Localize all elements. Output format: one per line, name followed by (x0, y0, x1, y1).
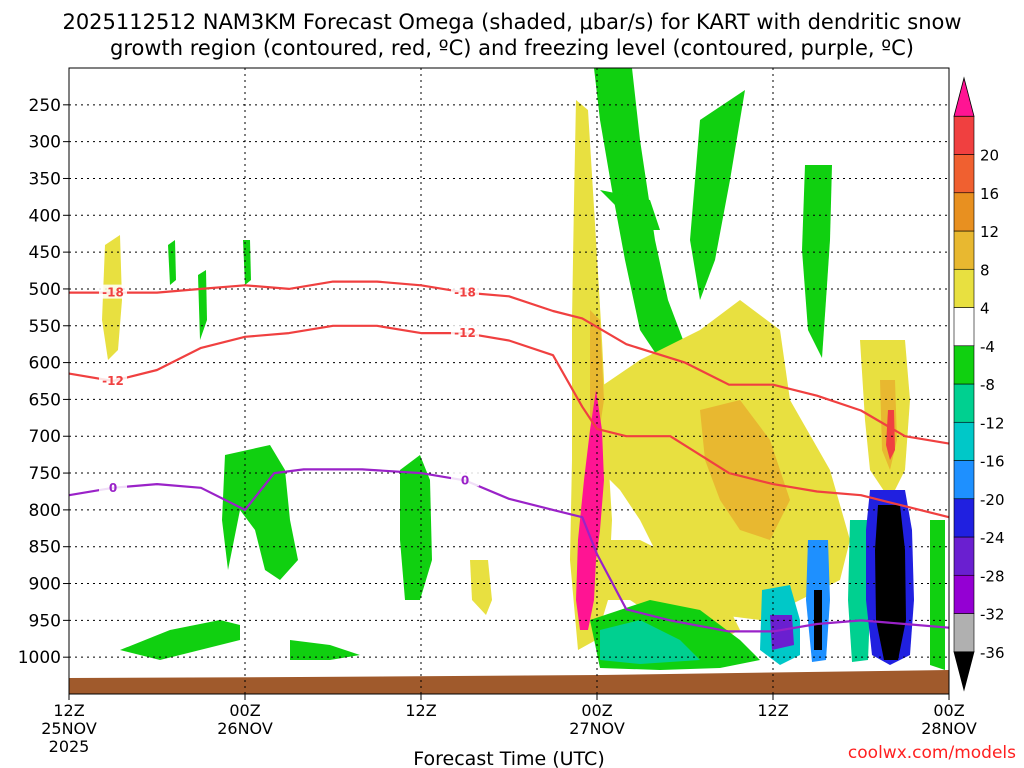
colorbar-label: -20 (980, 491, 1005, 509)
x-axis-label: Forecast Time (UTC) (413, 748, 604, 768)
colorbar: -36 -32 -28 -24 -20 -16 -12 -8 -4 4 8 12 16 20 (953, 76, 1005, 692)
contour-label: -12 (102, 374, 124, 388)
y-tick-label: 250 (29, 96, 61, 116)
contour-label-bg (451, 325, 479, 340)
y-tick-label: 800 (29, 501, 61, 521)
colorbar-swatch (953, 574, 975, 614)
omega-region-green-bottom-mid (290, 640, 360, 660)
x-tick-label: 27NOV (569, 719, 625, 738)
y-tick-label: 850 (29, 538, 61, 558)
y-tick-label: 1000 (18, 648, 61, 668)
contour-label: 0 (109, 481, 117, 495)
contour-0 (68, 468, 950, 633)
colorbar-swatch (953, 460, 975, 500)
colorbar-triangle-top (953, 76, 975, 117)
omega-region-upper-green-2 (690, 90, 745, 300)
contour-label: -18 (454, 286, 476, 300)
y-tick-label: 950 (29, 611, 61, 631)
colorbar-swatch (953, 345, 975, 385)
colorbar-label: -4 (980, 338, 995, 356)
colorbar-label: -8 (980, 376, 995, 394)
omega-region-black-cell-1 (814, 590, 822, 650)
omega-region-low-descent-teal (600, 620, 700, 664)
contour-label-bg (99, 284, 127, 299)
colorbar-label: 4 (980, 300, 990, 318)
y-tick-label: 650 (29, 390, 61, 410)
credit-text: coolwx.com/models (848, 743, 1016, 763)
y-tick-label: 300 (29, 133, 61, 153)
x-tick-label: 00Z (229, 701, 260, 720)
ground-surface (69, 670, 949, 694)
y-axis-ticks: 250 300 350 400 450 500 550 600 650 700 750 800 850 9… (18, 96, 69, 668)
colorbar-label: -16 (980, 453, 1005, 471)
y-tick-label: 900 (29, 575, 61, 595)
contour-lines: -18 -18 -12 -12 0 0 (68, 280, 950, 633)
colorbar-swatch (953, 383, 975, 423)
x-tick-label: 12Z (757, 701, 788, 720)
contour--18 (69, 280, 950, 445)
y-tick-label: 600 (29, 354, 61, 374)
x-tick-label: 25NOV (41, 719, 97, 738)
contour-label-bg (99, 479, 127, 494)
y-tick-label: 500 (29, 280, 61, 300)
colorbar-label: -12 (980, 414, 1005, 432)
x-tick-label: 26NOV (217, 719, 273, 738)
omega-region-yellow-cell-mid (470, 560, 492, 615)
colorbar-swatch (953, 421, 975, 461)
omega-region-green-right (802, 165, 832, 358)
y-tick-label: 350 (29, 169, 61, 189)
colorbar-swatch (953, 230, 975, 270)
colorbar-swatch (953, 613, 975, 653)
omega-region-purple-cell-1 (770, 615, 794, 650)
colorbar-swatch (953, 268, 975, 308)
plot-frame (68, 67, 950, 695)
y-tick-label: 450 (29, 243, 61, 263)
x-tick-label: 00Z (933, 701, 964, 720)
contour-label-bg (451, 472, 479, 487)
contour--12 (68, 324, 950, 519)
colorbar-swatch (953, 498, 975, 538)
omega-region-red (886, 410, 895, 460)
chart-title-line1: 2025112512 NAM3KM Forecast Omega (shaded… (62, 10, 961, 34)
omega-region-orange-1 (700, 400, 790, 540)
contour-label: -12 (454, 326, 476, 340)
colorbar-label: 12 (980, 223, 999, 241)
colorbar-label: -28 (980, 567, 1005, 585)
colorbar-label: -36 (980, 644, 1005, 662)
colorbar-swatch (953, 192, 975, 232)
colorbar-label: 20 (980, 147, 999, 165)
omega-region-green-top (600, 190, 660, 230)
colorbar-label: -32 (980, 606, 1005, 624)
omega-region-green-bottom-left (120, 620, 240, 660)
contour-label-bg (451, 284, 479, 299)
colorbar-label: -24 (980, 529, 1005, 547)
omega-region-magenta (576, 390, 604, 630)
colorbar-swatch (953, 307, 975, 347)
y-tick-label: 400 (29, 206, 61, 226)
colorbar-swatch (953, 115, 975, 155)
omega-region-green-far-right (930, 520, 945, 670)
x-tick-label: 12Z (405, 701, 436, 720)
colorbar-swatch (953, 536, 975, 576)
chart-title-line2: growth region (contoured, red, ºC) and f… (110, 36, 914, 60)
y-tick-label: 550 (29, 317, 61, 337)
x-tick-label: 28NOV (921, 719, 977, 738)
omega-region-green-cell-1 (168, 240, 176, 285)
x-tick-label: 2025 (49, 737, 90, 756)
omega-region-black-core (875, 505, 906, 660)
x-tick-label: 00Z (581, 701, 612, 720)
y-tick-label: 700 (29, 427, 61, 447)
contour-label-bg (99, 373, 127, 387)
colorbar-label: 8 (980, 261, 990, 279)
colorbar-swatch (953, 154, 975, 194)
colorbar-label: 16 (980, 185, 999, 203)
omega-region-green-mid (400, 455, 432, 600)
x-tick-label: 12Z (53, 701, 84, 720)
contour-label: -18 (102, 286, 124, 300)
y-tick-label: 750 (29, 464, 61, 484)
contour-label: 0 (461, 473, 469, 487)
